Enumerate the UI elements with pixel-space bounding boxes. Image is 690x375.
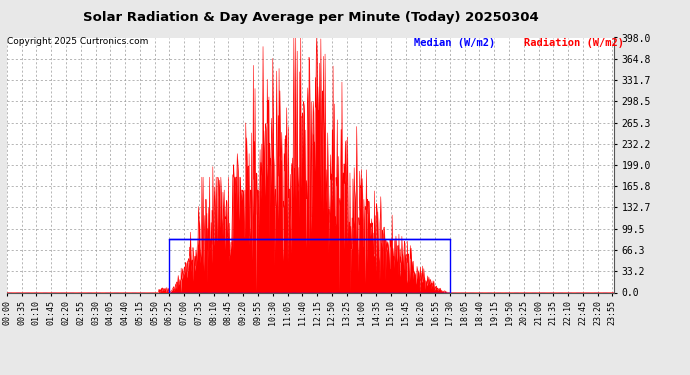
Text: Solar Radiation & Day Average per Minute (Today) 20250304: Solar Radiation & Day Average per Minute… xyxy=(83,11,538,24)
Text: Median (W/m2): Median (W/m2) xyxy=(414,38,495,48)
Text: Copyright 2025 Curtronics.com: Copyright 2025 Curtronics.com xyxy=(7,38,148,46)
Bar xyxy=(169,239,450,292)
Text: Radiation (W/m2): Radiation (W/m2) xyxy=(524,38,624,48)
